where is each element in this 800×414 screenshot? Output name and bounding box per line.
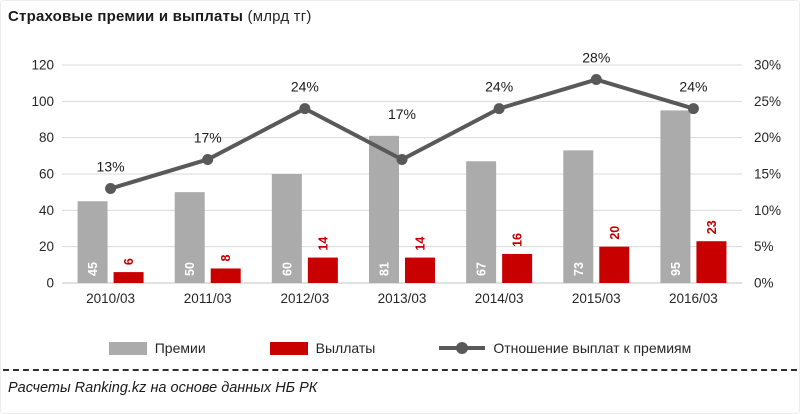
bar-payouts-value-label: 8 — [219, 254, 233, 261]
ratio-point-label: 17% — [388, 106, 416, 122]
ratio-point-label: 24% — [679, 79, 707, 95]
dashed-separator — [3, 369, 797, 371]
bar-premiums-value-label: 73 — [572, 262, 586, 276]
left-axis-tick: 100 — [31, 94, 54, 109]
bar-premiums — [466, 161, 497, 283]
bar-payouts-value-label: 16 — [511, 233, 525, 247]
ratio-point-marker — [687, 103, 699, 115]
right-axis-tick: 10% — [754, 203, 781, 218]
left-axis-tick: 80 — [39, 130, 54, 145]
bar-premiums — [271, 174, 302, 283]
bar-premiums — [174, 192, 205, 283]
left-axis-tick: 0 — [46, 276, 54, 291]
bar-premiums-value-label: 67 — [475, 262, 489, 276]
payouts-swatch-icon — [269, 341, 308, 355]
ratio-point-label: 13% — [97, 159, 125, 175]
bar-payouts-value-label: 14 — [414, 237, 428, 251]
ratio-point-marker — [202, 153, 214, 165]
bar-payouts-value-label: 20 — [608, 226, 622, 240]
bar-payouts-value-label: 23 — [705, 220, 719, 234]
bar-payouts — [405, 257, 435, 283]
right-axis-tick: 30% — [754, 58, 781, 73]
bar-payouts-value-label: 6 — [122, 258, 136, 265]
ratio-point-label: 24% — [291, 79, 319, 95]
x-axis-category-label: 2013/03 — [378, 291, 427, 306]
x-axis-category-label: 2012/03 — [280, 291, 329, 306]
premiums-swatch-icon — [108, 341, 147, 355]
bar-premiums-value-label: 60 — [280, 262, 294, 276]
left-axis-tick: 40 — [39, 203, 54, 218]
chart-title: Страховые премии и выплаты (млрд тг) — [8, 8, 312, 25]
bar-premiums-value-label: 95 — [669, 262, 683, 276]
bar-payouts — [113, 272, 144, 283]
legend-item-payouts: Выллаты — [269, 340, 376, 356]
right-axis-tick: 25% — [754, 94, 781, 109]
right-axis-tick: 15% — [754, 167, 781, 182]
ratio-point-marker — [590, 74, 602, 86]
x-axis-category-label: 2015/03 — [572, 291, 621, 306]
bar-premiums-value-label: 81 — [378, 262, 392, 276]
left-axis-tick: 120 — [31, 58, 54, 73]
bar-premiums — [77, 201, 108, 283]
legend-ratio-label: Отношение выплат к премиям — [493, 340, 692, 356]
x-axis-category-label: 2016/03 — [669, 291, 718, 306]
x-axis-category-label: 2014/03 — [475, 291, 524, 306]
bar-premiums — [563, 150, 594, 283]
bar-payouts — [599, 246, 630, 283]
left-axis-tick: 60 — [39, 167, 54, 182]
left-axis-tick: 20 — [39, 239, 54, 254]
source-note: Расчеты Ranking.kz на основе данных НБ Р… — [8, 380, 318, 396]
ratio-point-marker — [299, 103, 311, 115]
legend-item-ratio: Отношение выплат к премиям — [439, 340, 691, 356]
right-axis-tick: 20% — [754, 130, 781, 145]
ratio-point-marker — [493, 103, 505, 115]
bar-premiums — [660, 110, 691, 284]
ratio-point-marker — [105, 183, 117, 195]
chart-title-unit: (млрд тг) — [243, 8, 312, 25]
bar-premiums-value-label: 50 — [183, 262, 197, 276]
x-axis-category-label: 2011/03 — [184, 291, 232, 306]
bar-premiums-value-label: 45 — [86, 262, 100, 276]
ratio-point-label: 24% — [485, 79, 513, 95]
bar-payouts — [210, 268, 241, 283]
chart-legend: Премии Выллаты Отношение выплат к премия… — [0, 336, 800, 360]
ratio-line-marker-icon — [439, 342, 486, 355]
chart-title-main: Страховые премии и выплаты — [8, 8, 244, 25]
legend-payouts-label: Выллаты — [315, 340, 376, 356]
bar-payouts-value-label: 14 — [316, 237, 330, 251]
legend-premiums-label: Премии — [154, 340, 206, 356]
ratio-point-label: 17% — [194, 129, 222, 145]
ratio-point-marker — [396, 153, 408, 165]
right-axis-tick: 5% — [754, 239, 774, 254]
right-axis-tick: 0% — [754, 276, 774, 291]
bar-payouts — [502, 253, 533, 283]
legend-item-premiums: Премии — [108, 340, 206, 356]
bar-payouts — [307, 257, 338, 283]
chart-plot-area: 0 0%20 5%40 10%60 15%80 20%100 25%120 30%456201… — [31, 50, 781, 306]
bar-payouts — [696, 241, 727, 283]
bar-premiums — [369, 135, 399, 283]
x-axis-category-label: 2010/03 — [86, 291, 135, 306]
ratio-point-label: 28% — [582, 50, 610, 66]
